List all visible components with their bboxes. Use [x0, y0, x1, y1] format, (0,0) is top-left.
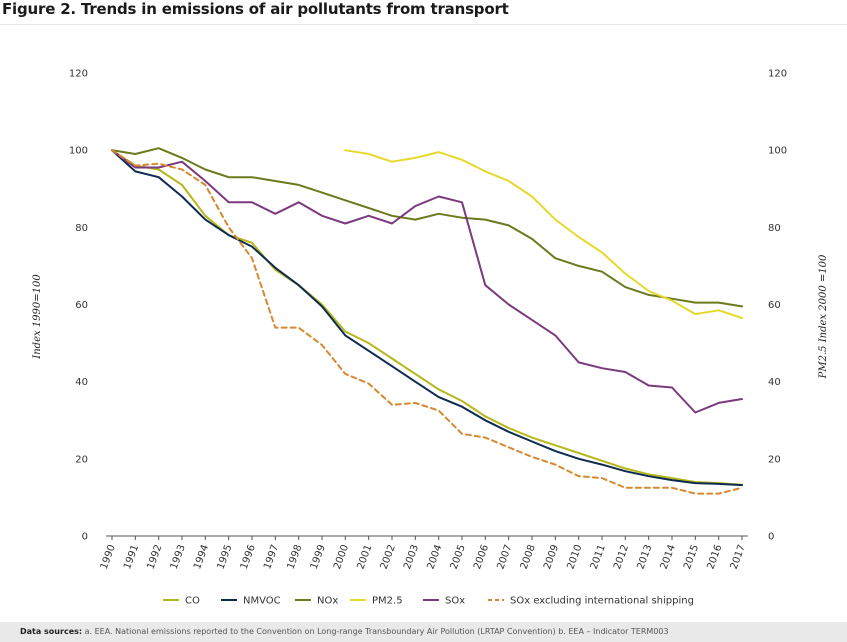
y-tick-label: 20 [75, 454, 88, 465]
x-tick-label: 2011 [589, 543, 608, 571]
y-tick-label: 80 [75, 223, 88, 234]
x-tick-label: 2004 [425, 543, 444, 571]
series-line-nmvoc [111, 149, 743, 487]
x-tick-label: 2003 [402, 543, 421, 571]
y2-tick-label: 0 [768, 532, 774, 543]
series-line-sox [111, 149, 743, 414]
y-tick-label: 120 [69, 69, 88, 80]
x-tick-label: 2000 [332, 543, 351, 571]
y2-tick-label: 120 [768, 69, 787, 80]
x-tick-label: 1994 [192, 543, 211, 571]
x-tick-label: 2008 [519, 543, 538, 571]
x-tick-label: 2006 [472, 543, 491, 571]
series-line-sox-excluding-international-shipping [111, 149, 743, 495]
x-tick-label: 1997 [262, 543, 281, 571]
data-sources-label: Data sources: [20, 627, 83, 636]
x-tick-label: 2002 [379, 543, 398, 571]
data-sources-text: a. EEA. National emissions reported to t… [84, 627, 669, 636]
y2-tick-label: 60 [768, 300, 781, 311]
x-tick-label: 1998 [285, 543, 304, 571]
x-tick-label: 2009 [542, 543, 561, 571]
x-tick-label: 2007 [495, 543, 514, 571]
y2-axis-title: PM2.5 Index 2000 =100 [818, 254, 829, 379]
legend-label-pm2-5: PM2.5 [372, 596, 403, 607]
x-tick-label: 1999 [309, 543, 328, 571]
x-tick-label: 1996 [239, 543, 258, 571]
chart-frame: 0 0 20 20 40 40 60 60 80 80 100 100 120 120 1990 1991 19… [0, 24, 847, 621]
x-tick-label: 2012 [612, 543, 631, 571]
legend-label-co: CO [185, 596, 200, 607]
x-tick-label: 2015 [682, 543, 701, 571]
series-line-pm2-5 [344, 149, 743, 319]
y2-tick-label: 40 [768, 377, 781, 388]
x-tick-label: 1990 [99, 543, 118, 571]
x-tick-label: 2010 [565, 543, 584, 571]
x-tick-label: 2016 [705, 543, 724, 571]
legend-label-sox: SOx [445, 596, 465, 607]
x-tick-label: 1992 [145, 543, 164, 571]
x-tick-label: 2005 [449, 543, 468, 571]
y-tick-label: 40 [75, 377, 88, 388]
legend-label-sox-excluding-international-shipping: SOx excluding international shipping [510, 596, 694, 607]
y2-tick-label: 20 [768, 454, 781, 465]
y2-tick-label: 100 [768, 146, 787, 157]
legend-label-nox: NOx [317, 596, 338, 607]
x-tick-label: 2013 [635, 543, 654, 571]
y-axis-title: Index 1990=100 [32, 274, 43, 360]
series-line-co [111, 149, 743, 486]
figure-title: Figure 2. Trends in emissions of air pol… [2, 0, 509, 18]
legend: CO NMVOC NOx PM2.5 SOx SOx excluding internat… [163, 596, 694, 607]
x-tick-label: 1995 [215, 543, 234, 571]
y2-tick-label: 80 [768, 223, 781, 234]
x-tick-label: 2014 [659, 543, 678, 571]
x-tick-label: 2017 [729, 543, 748, 571]
x-tick-label: 2001 [355, 543, 374, 571]
y-tick-label: 0 [82, 532, 88, 543]
x-tick-label: 1993 [169, 543, 188, 571]
x-tick-label: 1991 [122, 543, 141, 571]
series-layer [111, 147, 743, 495]
legend-label-nmvoc: NMVOC [243, 596, 281, 607]
y-tick-label: 100 [69, 146, 88, 157]
data-sources-bar: Data sources: a. EEA. National emissions… [0, 622, 847, 642]
y-tick-label: 60 [75, 300, 88, 311]
series-line-nox [111, 147, 743, 308]
